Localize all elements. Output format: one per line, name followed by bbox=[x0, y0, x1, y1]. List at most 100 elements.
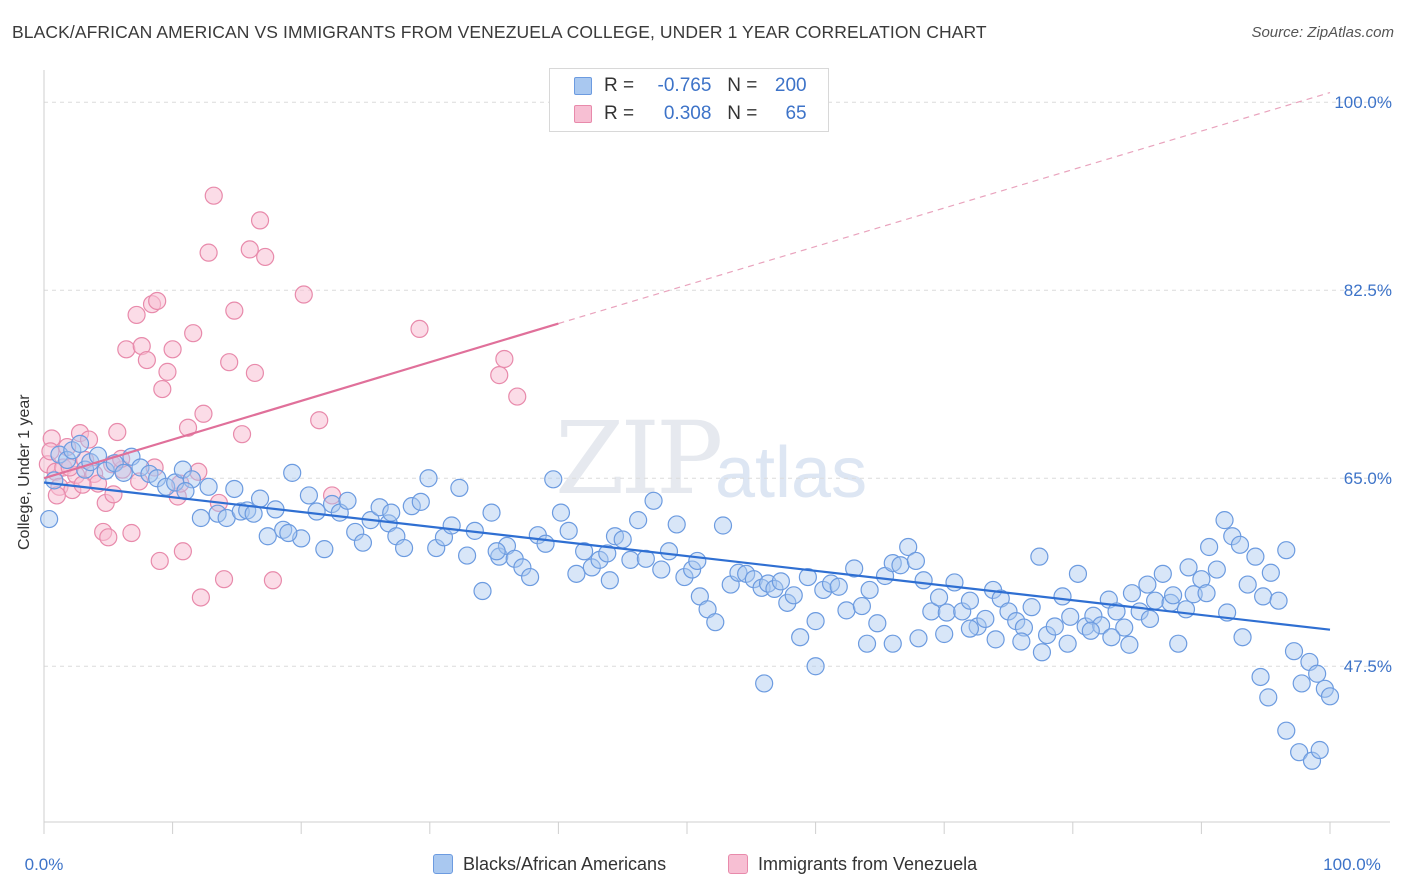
blacks-point bbox=[845, 559, 864, 578]
blacks-point bbox=[157, 477, 176, 496]
venezuela-point bbox=[508, 387, 527, 406]
blacks-point bbox=[621, 550, 640, 569]
blacks-point bbox=[1030, 547, 1049, 566]
blacks-point bbox=[402, 497, 421, 516]
chart-title: BLACK/AFRICAN AMERICAN VS IMMIGRANTS FRO… bbox=[12, 22, 987, 42]
blacks-point bbox=[1284, 642, 1304, 661]
blacks-point bbox=[551, 503, 571, 522]
bottom-legend-swatch-blacks bbox=[433, 854, 453, 874]
blacks-point bbox=[755, 674, 774, 693]
blacks-point bbox=[1012, 632, 1031, 651]
y-tick-label: 82.5% bbox=[1344, 281, 1392, 300]
blacks-point bbox=[1197, 584, 1216, 603]
venezuela-point bbox=[232, 425, 252, 444]
blacks-point bbox=[131, 458, 150, 477]
blacks-point bbox=[976, 609, 995, 629]
venezuela-point bbox=[122, 523, 141, 543]
blacks-point bbox=[868, 614, 887, 633]
legend-swatch-blacks bbox=[574, 77, 592, 95]
blacks-point bbox=[382, 503, 401, 522]
venezuela-point bbox=[178, 418, 198, 437]
blacks-point bbox=[250, 489, 270, 508]
venezuela-point bbox=[79, 430, 99, 449]
venezuela-point bbox=[173, 542, 192, 561]
blacks-point bbox=[40, 509, 59, 529]
blacks-point bbox=[307, 502, 326, 521]
blacks-point bbox=[986, 630, 1005, 649]
blacks-point bbox=[521, 567, 540, 587]
blacks-point bbox=[960, 591, 980, 610]
blacks-point bbox=[883, 634, 902, 653]
legend-r-label: R = bbox=[604, 75, 635, 96]
bottom-legend-venezuela: Immigrants from Venezuela bbox=[728, 852, 977, 876]
venezuela-point bbox=[490, 365, 509, 385]
blacks-point bbox=[683, 560, 702, 579]
legend-n-label: N = bbox=[727, 103, 758, 124]
blacks-point bbox=[613, 530, 632, 549]
legend-n-value: 200 bbox=[774, 75, 807, 96]
blacks-point bbox=[1310, 740, 1329, 760]
blacks-point bbox=[667, 515, 686, 534]
blacks-point bbox=[457, 546, 477, 565]
blacks-point bbox=[544, 470, 563, 489]
blacks-point bbox=[1261, 563, 1280, 582]
blacks-point bbox=[857, 634, 877, 653]
blacks-point bbox=[1153, 564, 1172, 583]
bottom-legend-blacks: Blacks/African Americans bbox=[433, 852, 666, 876]
blacks-point bbox=[225, 479, 244, 499]
blacks-point bbox=[1146, 591, 1165, 610]
venezuela-point bbox=[148, 291, 167, 311]
watermark-atlas: atlas bbox=[715, 433, 868, 513]
blacks-point bbox=[829, 577, 848, 596]
bottom-legend-label-blacks: Blacks/African Americans bbox=[463, 853, 667, 874]
blacks-point bbox=[999, 602, 1018, 621]
blacks-point bbox=[1140, 609, 1160, 629]
blacks-point bbox=[1091, 616, 1111, 635]
source-note: Source: ZipAtlas.com bbox=[1251, 24, 1394, 41]
blacks-point bbox=[419, 469, 438, 488]
bottom-legend-label-venezuela: Immigrants from Venezuela bbox=[758, 853, 978, 874]
blacks-point bbox=[1176, 600, 1196, 619]
blacks-point bbox=[1053, 587, 1072, 606]
blacks-point bbox=[1184, 585, 1203, 604]
blacks-point bbox=[798, 567, 817, 587]
blacks-point bbox=[891, 556, 910, 575]
blacks-point bbox=[575, 542, 594, 561]
venezuela-point bbox=[127, 305, 146, 325]
blacks-point bbox=[370, 498, 389, 517]
blacks-point bbox=[1290, 743, 1309, 762]
blacks-point bbox=[906, 551, 926, 571]
blacks-point bbox=[852, 596, 871, 616]
venezuela-trend-extension bbox=[558, 91, 1331, 325]
venezuela-point bbox=[240, 240, 259, 259]
venezuela-point bbox=[225, 301, 244, 320]
venezuela-point bbox=[194, 404, 213, 423]
blacks-point bbox=[394, 538, 414, 558]
venezuela-point bbox=[47, 486, 66, 505]
legend-n-value: 65 bbox=[785, 103, 807, 124]
blacks-point bbox=[258, 527, 277, 546]
blacks-point bbox=[1164, 586, 1183, 605]
blacks-point bbox=[1107, 602, 1126, 621]
venezuela-point bbox=[495, 349, 514, 369]
x-tick-label-start: 0.0% bbox=[25, 855, 64, 874]
blacks-point bbox=[442, 516, 461, 535]
venezuela-point bbox=[137, 350, 156, 370]
blacks-point bbox=[1230, 535, 1250, 554]
venezuela-point bbox=[108, 422, 127, 442]
blacks-point bbox=[778, 593, 797, 612]
stats-legend: R = -0.765 N = 200 R = 0.308 N = 65 bbox=[549, 68, 829, 132]
blacks-point bbox=[1215, 511, 1234, 530]
venezuela-point bbox=[117, 340, 136, 359]
blacks-point bbox=[629, 511, 648, 530]
venezuela-trend-line bbox=[43, 322, 559, 480]
blacks-point bbox=[1277, 721, 1296, 740]
venezuela-point bbox=[189, 462, 208, 481]
blacks-point bbox=[1138, 575, 1157, 594]
venezuela-point bbox=[104, 485, 123, 504]
blacks-point bbox=[1277, 541, 1296, 560]
venezuela-point bbox=[184, 324, 203, 343]
blacks-point bbox=[473, 581, 492, 601]
blacks-point bbox=[279, 523, 298, 543]
y-tick-label: 65.0% bbox=[1344, 469, 1392, 488]
